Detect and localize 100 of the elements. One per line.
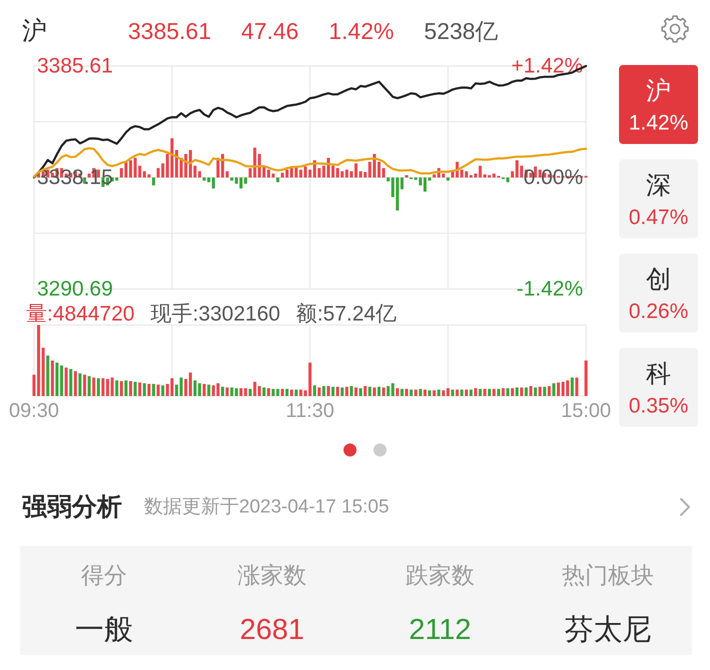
bar [382,387,386,396]
bar [396,388,399,396]
bar [226,387,229,396]
bar [492,388,496,396]
bar [391,383,394,396]
bar [115,178,118,181]
bar [276,388,280,396]
text: 深 [646,171,671,200]
bar [478,388,482,396]
x-tick-label: 15:00 [560,400,612,422]
bar [239,178,243,188]
bar [464,390,468,396]
bar [142,383,146,396]
annotation: 现手:3302160 [150,302,280,326]
text: 47.46 [241,18,299,44]
bar [50,360,54,396]
bar [248,168,252,178]
text: 0.35% [628,394,688,418]
x-tick-label: 11:30 [286,400,334,422]
bar [386,386,390,396]
bar [285,170,289,178]
text: 5238亿 [424,18,498,44]
bar [69,369,72,396]
bar [216,383,220,396]
bar [456,390,459,396]
bar [92,378,96,396]
text: 一般 [75,614,133,646]
bar [88,376,91,396]
bar [138,382,142,396]
bar [326,386,330,396]
bar [460,390,464,396]
bar [170,138,174,178]
bar [336,386,340,396]
text: 3385.61 [128,18,212,44]
bar [202,178,206,181]
bar [262,387,266,396]
bar [239,388,243,396]
bar [405,388,408,396]
bar [354,163,358,178]
bar [400,388,404,396]
bar [354,387,358,396]
bar [248,388,252,396]
bar [101,378,105,396]
bar [359,388,362,396]
bar [506,178,510,182]
text: 跌家数 [406,562,474,588]
bar [258,386,261,396]
y-tick-label: 3290.69 [37,278,113,300]
y2-tick-label: +1.42% [511,54,583,78]
bar [506,388,510,396]
bar [575,378,578,396]
bar [96,378,100,396]
y2-tick-label: -1.42% [516,278,583,300]
bar [469,390,473,396]
text: 强弱分析 [22,493,122,521]
bar [377,386,381,396]
bar [322,386,326,396]
bar [364,386,367,396]
bar [170,378,174,396]
bar [124,162,128,178]
bar [432,174,436,178]
bar [552,383,556,396]
bar [410,390,413,396]
bar [46,356,50,396]
text: 热门板块 [562,562,654,588]
text: 1.42% [328,18,394,44]
bar [428,390,432,396]
text: 创 [646,266,671,294]
bar [55,362,59,396]
bar [368,386,372,396]
bar [156,384,160,396]
bar [272,388,275,396]
bar [134,382,137,396]
bar [331,386,335,396]
bar [124,380,128,396]
bar [543,386,546,396]
text: 涨家数 [238,562,306,588]
text: 沪 [646,77,671,105]
bar [188,372,192,396]
bar [345,386,348,396]
bar [290,390,294,396]
bar [294,390,298,396]
chart-title: 沪 [22,17,47,45]
bar [207,384,210,396]
bar [520,387,524,396]
bar [276,178,280,182]
bar [446,388,450,396]
bar [267,388,270,396]
bar [515,160,519,178]
bar [156,168,160,178]
y-tick-label: 3385.61 [37,54,113,78]
bar [497,388,500,396]
text: 数据更新于2023-04-17 15:05 [144,496,390,518]
x-tick-label: 09:30 [8,400,60,422]
bar [147,384,151,396]
bar [386,178,390,182]
text: 2681 [240,614,304,646]
bar [161,385,164,396]
bar [318,387,321,396]
bar [584,360,588,396]
